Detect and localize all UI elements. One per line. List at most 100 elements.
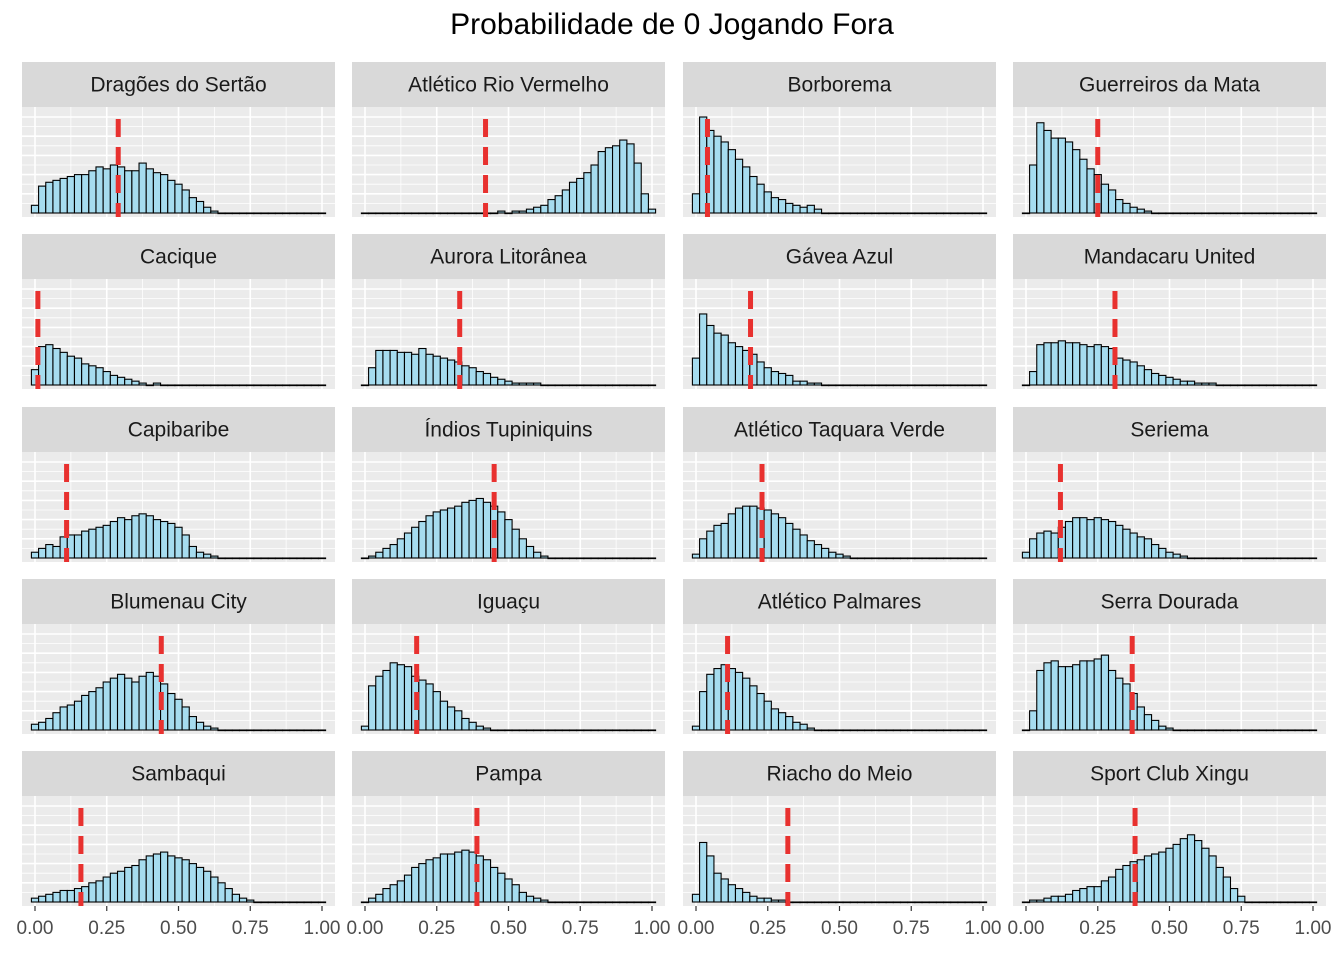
histogram-bar bbox=[619, 729, 628, 732]
histogram-bar bbox=[914, 212, 923, 215]
histogram-bar bbox=[785, 522, 794, 559]
histogram-bar bbox=[727, 149, 737, 214]
histogram-bar bbox=[66, 355, 76, 386]
histogram-bar bbox=[1244, 212, 1253, 215]
histogram-bar bbox=[145, 168, 154, 214]
histogram-bar bbox=[511, 528, 520, 559]
histogram-bar bbox=[281, 729, 291, 732]
histogram-bar bbox=[1165, 212, 1174, 215]
histogram-bar bbox=[109, 677, 119, 731]
histogram-bar bbox=[885, 557, 894, 560]
histogram-bar bbox=[792, 901, 801, 904]
histogram-bar bbox=[828, 729, 837, 732]
histogram-bar bbox=[1122, 864, 1131, 903]
histogram-bar bbox=[604, 147, 614, 214]
histogram-bar bbox=[296, 384, 305, 387]
histogram-bar bbox=[950, 212, 959, 215]
histogram-bar bbox=[1308, 384, 1318, 387]
histogram-bar bbox=[914, 557, 923, 560]
histogram-bar bbox=[1115, 199, 1124, 214]
histogram-bar bbox=[289, 557, 298, 560]
histogram-bar bbox=[425, 859, 434, 903]
histogram-bar bbox=[871, 901, 880, 904]
histogram-bar bbox=[1179, 729, 1188, 732]
histogram-bar bbox=[360, 901, 370, 904]
histogram-bar bbox=[1029, 710, 1038, 731]
histogram-bar bbox=[554, 901, 563, 904]
histogram-bar bbox=[842, 729, 851, 732]
facet-strip-label: Blumenau City bbox=[110, 591, 247, 614]
histogram-bar bbox=[389, 349, 398, 386]
histogram-bar bbox=[289, 212, 298, 215]
histogram-bar bbox=[1308, 729, 1318, 732]
histogram-bar bbox=[109, 520, 119, 559]
histogram-bar bbox=[1265, 729, 1275, 732]
histogram-bar bbox=[203, 553, 212, 559]
histogram-bar bbox=[81, 363, 90, 386]
histogram-bar bbox=[1208, 855, 1217, 903]
histogram-bar bbox=[1258, 901, 1267, 904]
histogram-bar bbox=[1086, 886, 1095, 903]
histogram-bar bbox=[102, 524, 111, 559]
histogram-bar bbox=[1151, 212, 1160, 215]
histogram-bar bbox=[88, 882, 97, 903]
histogram-bar bbox=[907, 901, 916, 904]
histogram-bar bbox=[835, 553, 844, 559]
histogram-bar bbox=[971, 901, 980, 904]
histogram-bar bbox=[432, 511, 441, 559]
histogram-bar bbox=[124, 170, 133, 214]
histogram-bar bbox=[763, 509, 772, 559]
histogram-bar bbox=[1093, 344, 1102, 386]
histogram-bar bbox=[1158, 851, 1167, 903]
histogram-bar bbox=[1265, 901, 1275, 904]
histogram-bar bbox=[396, 664, 406, 731]
histogram-bar bbox=[792, 380, 801, 386]
histogram-bar bbox=[978, 557, 988, 560]
histogram-bar bbox=[425, 683, 434, 731]
facet-strip-label: Aurora Litorânea bbox=[430, 246, 587, 269]
histogram-bar bbox=[195, 200, 205, 214]
histogram-bar bbox=[785, 202, 794, 214]
facet-strip bbox=[683, 62, 996, 107]
histogram-bar bbox=[95, 526, 104, 559]
histogram-bar bbox=[181, 706, 190, 731]
histogram-bar bbox=[647, 384, 657, 387]
facet-strip-label: Dragões do Sertão bbox=[90, 74, 266, 97]
histogram-bar bbox=[1244, 901, 1253, 904]
histogram-bar bbox=[289, 729, 298, 732]
histogram-bar bbox=[691, 725, 701, 731]
histogram-bar bbox=[914, 901, 923, 904]
histogram-bar bbox=[821, 547, 830, 559]
histogram-bar bbox=[403, 532, 413, 559]
histogram-bar bbox=[224, 729, 233, 732]
histogram-bar bbox=[174, 183, 183, 214]
histogram-bar bbox=[1229, 384, 1239, 387]
histogram-bar bbox=[461, 717, 470, 731]
histogram-bar bbox=[928, 212, 937, 215]
histogram-bar bbox=[138, 859, 147, 903]
histogram-bar bbox=[375, 349, 384, 386]
facet-strip bbox=[1013, 579, 1326, 624]
histogram-bar bbox=[950, 557, 959, 560]
histogram-bar bbox=[310, 557, 319, 560]
histogram-bar bbox=[1093, 886, 1102, 903]
histogram-bar bbox=[1308, 212, 1318, 215]
histogram-bar bbox=[533, 729, 542, 732]
histogram-bar bbox=[482, 372, 492, 386]
histogram-bar bbox=[138, 675, 147, 731]
histogram-bar bbox=[1229, 212, 1239, 215]
histogram-bar bbox=[647, 729, 657, 732]
histogram-bar bbox=[1107, 520, 1117, 559]
histogram-bar bbox=[763, 897, 772, 903]
histogram-bar bbox=[160, 174, 169, 214]
histogram-bar bbox=[547, 729, 556, 732]
histogram-bar bbox=[1072, 342, 1081, 386]
x-tick-label: 1.00 bbox=[304, 918, 341, 939]
facet-panel: Atlético Rio Vermelho bbox=[352, 62, 665, 217]
histogram-bar bbox=[1222, 212, 1232, 215]
histogram-bar bbox=[554, 195, 563, 214]
histogram-bar bbox=[928, 729, 937, 732]
histogram-bar bbox=[1057, 666, 1067, 731]
histogram-bar bbox=[720, 878, 729, 903]
histogram-bar bbox=[864, 901, 873, 904]
